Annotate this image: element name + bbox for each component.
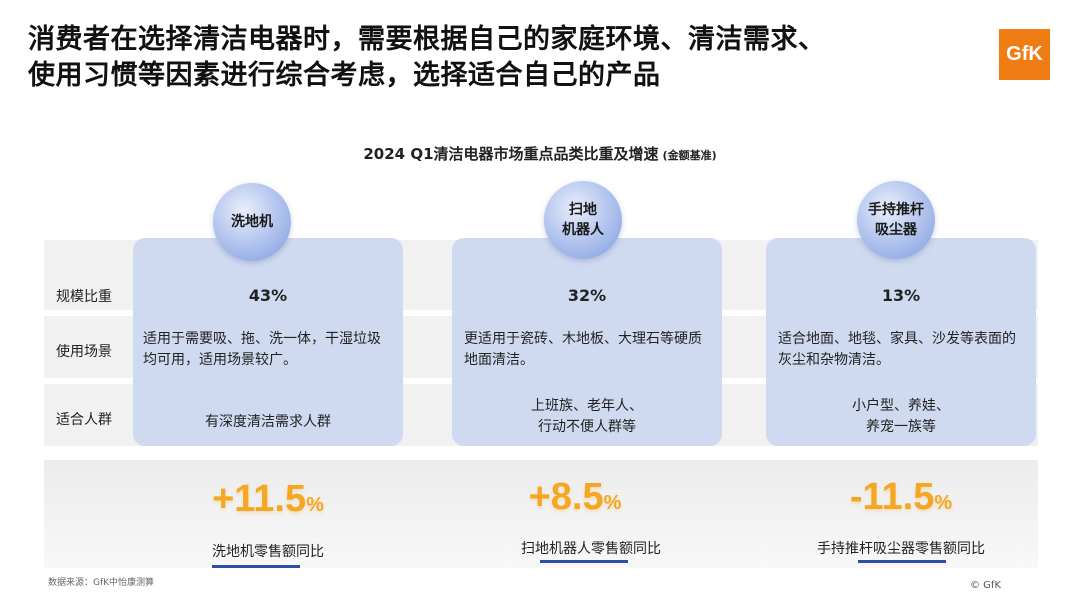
gfk-logo: GfK [999, 29, 1050, 80]
crowd-text-3: 小户型、养娃、 养宠一族等 [852, 398, 950, 435]
category-bubble-3: 手持推杆 吸尘器 [857, 181, 935, 259]
category-bubble-1: 洗地机 [213, 183, 291, 261]
scene-text-2: 更适用于瓷砖、木地板、大理石等硬质地面清洁。 [464, 331, 702, 368]
row-label-share: 规模比重 [56, 289, 112, 305]
category-name-2b: 机器人 [562, 222, 604, 238]
share-value-3: 13% [881, 286, 921, 305]
growth-unit-3: % [934, 492, 953, 514]
category-card-2 [452, 238, 722, 446]
category-name-2a: 扫地 [569, 202, 597, 218]
growth-value-2: +8.5% [440, 476, 710, 519]
growth-label-2: 扫地机器人零售额同比 [521, 541, 661, 557]
chart-title-note: (金额基准) [662, 149, 717, 162]
row-label-scene: 使用场景 [56, 344, 112, 360]
source-note: 数据来源：GfK中怡康测算 [48, 578, 155, 588]
category-name-1: 洗地机 [231, 214, 273, 230]
chart-title: 2024 Q1清洁电器市场重点品类比重及增速 (金额基准) [0, 143, 1080, 164]
growth-underline-1 [212, 565, 300, 568]
crowd-text-1: 有深度清洁需求人群 [205, 414, 331, 430]
copyright: © GfK [970, 580, 1002, 591]
chart-title-text: 2024 Q1清洁电器市场重点品类比重及增速 [363, 145, 659, 163]
scene-text-1: 适用于需要吸、拖、洗一体，干湿垃圾均可用，适用场景较广。 [143, 331, 381, 368]
category-bubble-2: 扫地 机器人 [544, 181, 622, 259]
growth-label-3: 手持推杆吸尘器零售额同比 [817, 541, 985, 557]
share-value-1: 43% [248, 286, 288, 305]
growth-value-3: -11.5% [766, 476, 1036, 519]
growth-number-2: +8.5 [528, 476, 604, 518]
growth-unit-2: % [603, 492, 622, 514]
category-card-1 [133, 238, 403, 446]
growth-label-1: 洗地机零售额同比 [212, 544, 324, 560]
category-name-3a: 手持推杆 [868, 202, 924, 218]
headline: 消费者在选择清洁电器时，需要根据自己的家庭环境、清洁需求、 使用习惯等因素进行综… [28, 22, 968, 94]
category-card-3 [766, 238, 1036, 446]
headline-line-1: 消费者在选择清洁电器时，需要根据自己的家庭环境、清洁需求、 [28, 24, 826, 55]
growth-number-1: +11.5 [212, 478, 307, 520]
growth-underline-2 [540, 560, 628, 563]
growth-band [44, 460, 1038, 568]
growth-number-3: -11.5 [849, 476, 935, 518]
crowd-text-2: 上班族、老年人、 行动不便人群等 [531, 398, 643, 435]
headline-line-2: 使用习惯等因素进行综合考虑，选择适合自己的产品 [28, 60, 661, 91]
share-value-2: 32% [567, 286, 607, 305]
row-label-crowd: 适合人群 [56, 412, 112, 428]
growth-unit-1: % [306, 494, 324, 516]
category-name-3b: 吸尘器 [875, 222, 917, 238]
growth-underline-3 [858, 560, 946, 563]
growth-value-1: +11.5% [133, 478, 403, 521]
scene-text-3: 适合地面、地毯、家具、沙发等表面的灰尘和杂物清洁。 [778, 331, 1016, 368]
